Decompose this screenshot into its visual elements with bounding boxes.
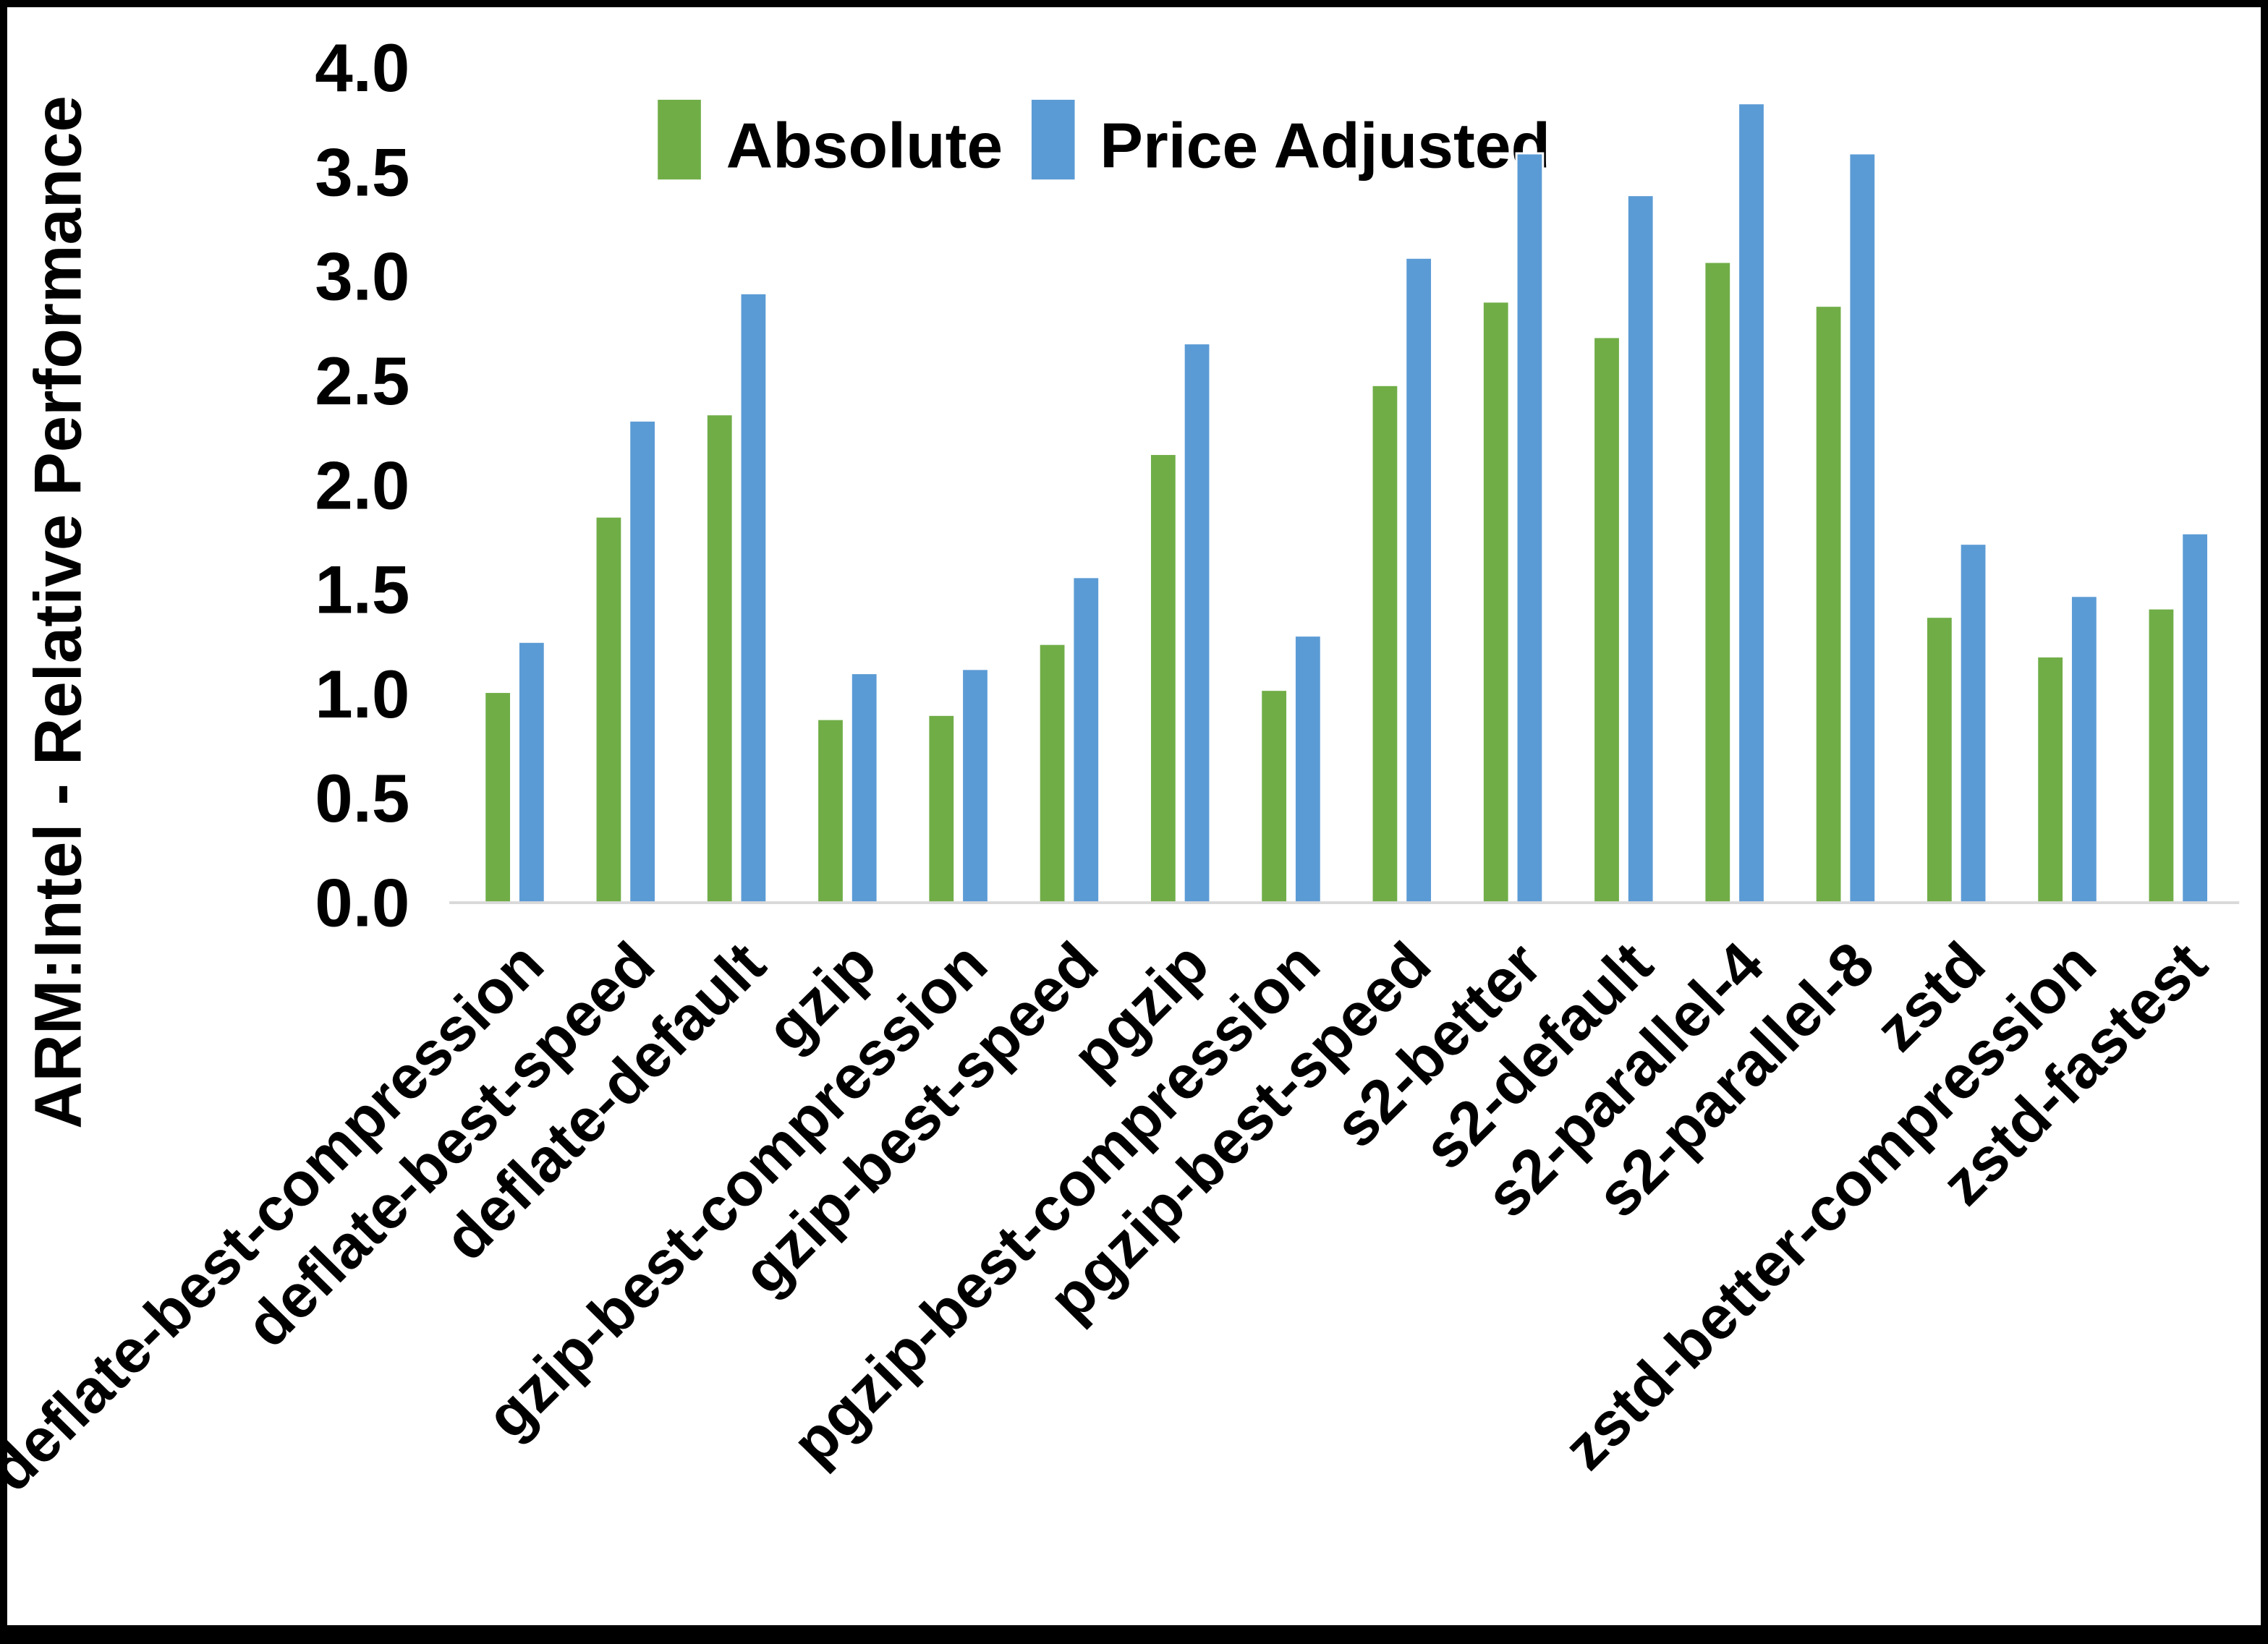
bar-price-adjusted-s2-better xyxy=(1515,152,1545,904)
bar-absolute-s2-default xyxy=(1592,336,1621,904)
bar-price-adjusted-deflate-default xyxy=(739,291,768,904)
bar-absolute-zstd-better-compression xyxy=(2036,655,2065,904)
bar-absolute-pgzip-best-compression xyxy=(1260,689,1289,904)
bar-price-adjusted-s2-default xyxy=(1626,194,1655,904)
bar-price-adjusted-deflate-best-compression xyxy=(517,640,546,904)
bar-absolute-gzip xyxy=(816,717,845,904)
bar-absolute-pgzip-best-speed xyxy=(1370,383,1400,904)
legend-swatch-absolute xyxy=(658,99,701,180)
bar-price-adjusted-pgzip-best-compression xyxy=(1293,634,1322,904)
legend-label-absolute: Absolute xyxy=(726,109,1003,182)
y-tick-label: 2.0 xyxy=(315,448,409,523)
bar-price-adjusted-zstd xyxy=(1958,542,1988,904)
bar-absolute-deflate-default xyxy=(705,413,734,904)
y-tick-label: 1.5 xyxy=(315,552,409,627)
bar-absolute-s2-parallel-4 xyxy=(1703,260,1733,904)
bar-price-adjusted-zstd-fastest xyxy=(2180,532,2210,904)
bar-absolute-zstd xyxy=(1924,616,1954,904)
y-tick-label: 1.0 xyxy=(315,656,409,731)
y-tick-label: 0.5 xyxy=(315,761,409,836)
bar-price-adjusted-s2-parallel-8 xyxy=(1848,152,1877,904)
legend-label-price-adjusted: Price Adjusted xyxy=(1100,109,1550,182)
bar-price-adjusted-pgzip xyxy=(1182,342,1212,904)
bar-chart: ARM:Intel - Relative Performance 0.0 0.5 1.… xyxy=(7,30,2240,1504)
bar-absolute-deflate-best-compression xyxy=(483,691,513,904)
bar-price-adjusted-s2-parallel-4 xyxy=(1737,102,1766,904)
legend-swatch-price-adjusted xyxy=(1031,99,1075,180)
y-tick-label: 0.0 xyxy=(315,865,409,940)
bar-price-adjusted-gzip xyxy=(849,672,879,904)
y-tick-label: 4.0 xyxy=(315,30,409,106)
bar-price-adjusted-pgzip-best-speed xyxy=(1404,256,1434,904)
bar-price-adjusted-gzip-best-speed xyxy=(1071,576,1101,904)
bar-absolute-pgzip xyxy=(1148,453,1178,904)
bar-absolute-s2-better xyxy=(1481,300,1511,904)
bar-price-adjusted-zstd-better-compression xyxy=(2069,595,2099,904)
y-tick-label: 3.5 xyxy=(315,135,409,210)
y-tick-label: 2.5 xyxy=(315,343,409,418)
y-axis-title: ARM:Intel - Relative Performance xyxy=(22,95,95,1129)
bar-absolute-zstd-fastest xyxy=(2146,607,2176,904)
bar-absolute-gzip-best-compression xyxy=(927,713,956,904)
bar-price-adjusted-deflate-best-speed xyxy=(628,419,658,904)
bar-price-adjusted-gzip-best-compression xyxy=(961,668,990,904)
bar-absolute-deflate-best-speed xyxy=(594,515,624,904)
y-tick-label: 3.0 xyxy=(315,239,409,314)
bar-absolute-s2-parallel-8 xyxy=(1814,304,1843,904)
bar-absolute-gzip-best-speed xyxy=(1037,642,1067,904)
